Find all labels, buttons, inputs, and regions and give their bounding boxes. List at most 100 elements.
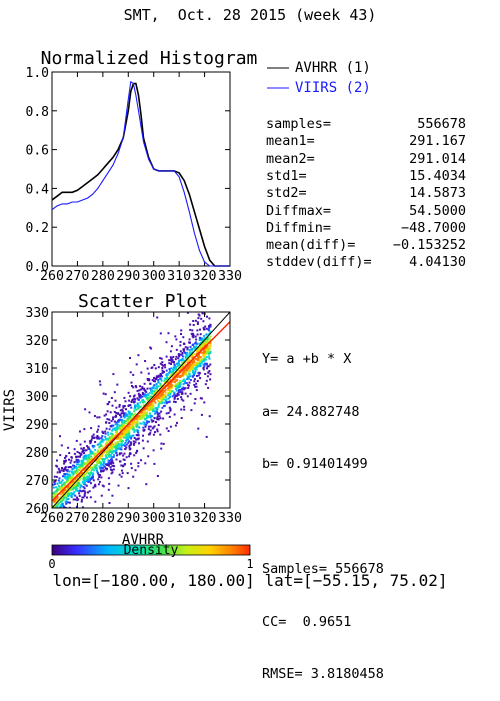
- density-point: [164, 381, 166, 384]
- density-point: [87, 491, 89, 494]
- density-point: [165, 382, 168, 385]
- scatter-y-tick-label: 300: [26, 390, 49, 405]
- density-point: [193, 347, 196, 350]
- density-point: [198, 346, 201, 349]
- stat-row: samples= 556678: [266, 116, 466, 133]
- density-point: [169, 350, 172, 353]
- density-point: [108, 418, 111, 421]
- density-point: [93, 445, 96, 447]
- density-point: [144, 393, 147, 396]
- density-point: [81, 481, 84, 484]
- density-point: [112, 468, 115, 471]
- density-point: [161, 371, 164, 374]
- density-point: [110, 459, 113, 461]
- histogram-y-tick-label: 0.8: [26, 105, 49, 120]
- density-point: [190, 332, 193, 335]
- density-point: [156, 430, 159, 433]
- density-point: [157, 405, 160, 408]
- density-point: [114, 429, 117, 431]
- density-point: [183, 372, 186, 375]
- density-point: [193, 353, 196, 356]
- density-point: [179, 340, 182, 343]
- density-point: [125, 439, 128, 442]
- density-point: [147, 372, 150, 375]
- density-point: [66, 488, 69, 491]
- density-point: [107, 464, 110, 467]
- density-point: [207, 329, 210, 332]
- density-point: [143, 387, 145, 390]
- density-point: [83, 493, 86, 496]
- density-point: [107, 437, 110, 440]
- density-point: [131, 426, 133, 429]
- density-point: [128, 446, 131, 449]
- density-point: [195, 362, 198, 365]
- density-point: [118, 460, 121, 463]
- density-point: [64, 527, 66, 529]
- density-point: [209, 339, 212, 342]
- density-point: [61, 541, 63, 543]
- density-point: [62, 475, 64, 478]
- density-point: [180, 329, 183, 332]
- density-point: [202, 368, 205, 371]
- histogram-y-tick-label: 1.0: [26, 66, 49, 81]
- density-point: [118, 446, 120, 449]
- density-point: [78, 468, 80, 471]
- density-point: [120, 412, 123, 415]
- density-point: [169, 369, 172, 372]
- density-point: [81, 474, 84, 477]
- density-point: [195, 349, 198, 352]
- scatter-plot-frame: [51, 311, 231, 509]
- density-point: [67, 466, 70, 469]
- fit-samples: Samples= 556678: [262, 561, 384, 577]
- density-point: [189, 345, 192, 348]
- density-point: [168, 406, 171, 409]
- density-point: [173, 393, 176, 396]
- density-point: [97, 425, 100, 428]
- density-point: [79, 467, 82, 469]
- density-point: [67, 495, 69, 498]
- density-point: [90, 477, 93, 480]
- density-point: [52, 492, 55, 495]
- density-point: [123, 416, 126, 419]
- density-point: [204, 373, 207, 375]
- density-point: [131, 434, 134, 437]
- density-point: [73, 448, 76, 451]
- density-point: [55, 490, 58, 493]
- histogram-x-tick-label: 330: [218, 269, 242, 284]
- density-point: [190, 367, 193, 369]
- density-point: [181, 351, 184, 354]
- density-point: [129, 395, 132, 398]
- density-point: [81, 496, 84, 499]
- density-point: [186, 346, 189, 349]
- scatter-title: Scatter Plot: [78, 291, 208, 312]
- density-point: [186, 354, 189, 357]
- density-point: [130, 442, 133, 445]
- density-point: [53, 483, 56, 485]
- density-point: [57, 467, 60, 470]
- density-point: [110, 456, 113, 459]
- density-point: [117, 412, 120, 415]
- density-point: [185, 373, 188, 376]
- density-point: [156, 316, 159, 319]
- density-point: [104, 435, 107, 438]
- density-point: [56, 496, 59, 499]
- density-point: [67, 477, 70, 480]
- density-point: [147, 428, 150, 431]
- density-point: [159, 332, 162, 335]
- density-point: [80, 462, 83, 465]
- density-point: [106, 431, 109, 434]
- stat-key: Diffmax=: [266, 202, 332, 219]
- density-point: [91, 436, 94, 439]
- density-point: [65, 500, 67, 503]
- density-point: [75, 458, 78, 461]
- density-point: [130, 412, 133, 415]
- density-point: [157, 404, 160, 407]
- density-point: [209, 344, 212, 347]
- density-point: [198, 360, 201, 363]
- density-point: [169, 359, 172, 362]
- density-point: [157, 375, 160, 378]
- density-point: [53, 499, 56, 502]
- density-point: [167, 401, 170, 404]
- stat-row: std1= 15.4034: [266, 168, 466, 185]
- density-point: [189, 375, 192, 378]
